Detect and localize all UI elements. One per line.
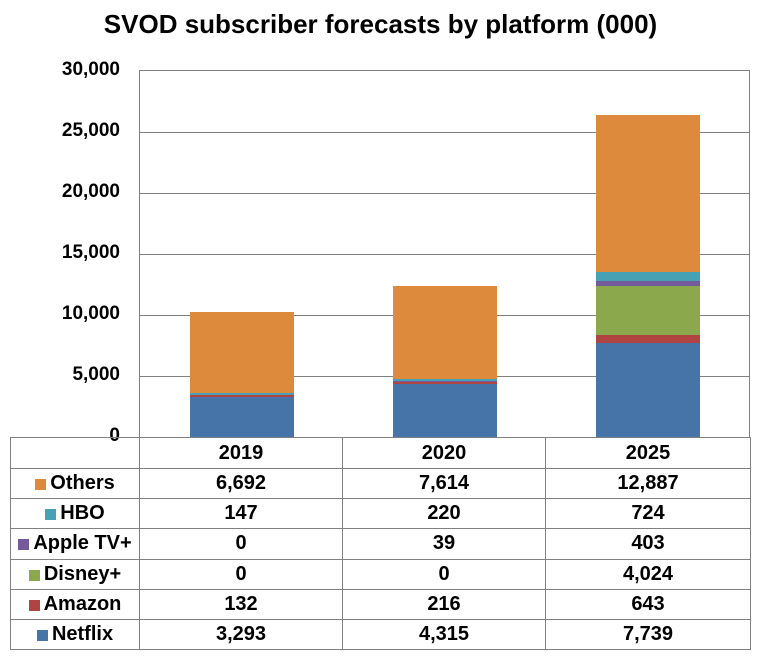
gridline — [140, 132, 749, 133]
year-header-cell: 2025 — [545, 436, 751, 470]
stacked-bar-2025 — [596, 71, 700, 437]
table-row: Amazon 132 216 643 — [10, 588, 751, 620]
bar-segment-netflix — [190, 397, 294, 437]
row-label-cell: Apple TV+ — [10, 528, 140, 560]
value-cell: 132 — [139, 588, 343, 620]
value-cell: 147 — [139, 498, 343, 530]
legend-swatch-icon — [28, 599, 40, 611]
value-cell: 0 — [139, 558, 343, 590]
bar-segment-apple-tv- — [596, 281, 700, 286]
table-corner-cell — [10, 436, 140, 470]
y-axis-tick-label: 30,000 — [61, 59, 120, 80]
data-table-wrap: 2019 2020 2025 Others 6,692 7,614 12,887 HBO 147… — [10, 436, 751, 651]
value-cell: 7,614 — [342, 468, 546, 500]
legend-swatch-icon — [45, 509, 57, 521]
data-table: 2019 2020 2025 Others 6,692 7,614 12,887 HBO 147… — [10, 436, 751, 651]
stacked-bar-2019 — [190, 71, 294, 437]
table-row: Others 6,692 7,614 12,887 — [10, 468, 751, 500]
chart-title: SVOD subscriber forecasts by platform (0… — [103, 9, 658, 39]
y-axis-tick-label: 10,000 — [61, 303, 120, 324]
bar-segment-disney- — [596, 286, 700, 335]
legend-swatch-icon — [36, 629, 48, 641]
value-cell: 0 — [139, 528, 343, 560]
table-row: Apple TV+ 0 39 403 — [10, 528, 751, 560]
table-row: Netflix 3,293 4,315 7,739 — [10, 618, 751, 651]
value-cell: 643 — [545, 588, 751, 620]
value-cell: 216 — [342, 588, 546, 620]
legend-swatch-icon — [28, 569, 40, 581]
bar-segment-hbo — [393, 379, 497, 381]
row-label-cell: HBO — [10, 498, 140, 530]
bar-segment-others — [190, 312, 294, 393]
bar-segment-amazon — [190, 395, 294, 397]
value-cell: 39 — [342, 528, 546, 560]
value-cell: 12,887 — [545, 468, 751, 500]
y-axis-tick-label: 25,000 — [61, 120, 120, 141]
row-label-cell: Others — [10, 468, 140, 500]
value-cell: 4,315 — [342, 618, 546, 651]
gridline — [140, 193, 749, 194]
y-axis-tick-label: 0 — [109, 425, 120, 446]
platform-label: Amazon — [43, 592, 122, 615]
bar-segment-others — [393, 286, 497, 379]
value-cell: 6,692 — [139, 468, 343, 500]
y-axis-tick-label: 15,000 — [61, 242, 120, 263]
row-label-cell: Disney+ — [10, 558, 140, 590]
bar-segment-hbo — [596, 272, 700, 281]
value-cell: 403 — [545, 528, 751, 560]
stacked-bar-2020 — [393, 71, 497, 437]
value-cell: 4,024 — [545, 558, 751, 590]
value-cell: 7,739 — [545, 618, 751, 651]
value-cell: 3,293 — [139, 618, 343, 651]
platform-label: Netflix — [51, 622, 114, 645]
bar-segment-apple-tv- — [393, 381, 497, 382]
year-header-cell: 2019 — [139, 436, 343, 470]
bar-segment-amazon — [596, 335, 700, 343]
gridline — [140, 254, 749, 255]
legend-swatch-icon — [35, 479, 47, 491]
platform-label: Others — [50, 472, 115, 495]
value-cell: 724 — [545, 498, 751, 530]
chart-plot-area — [139, 70, 750, 438]
year-header-cell: 2020 — [342, 436, 546, 470]
value-cell: 220 — [342, 498, 546, 530]
bar-segment-netflix — [393, 384, 497, 437]
row-label-cell: Amazon — [10, 588, 140, 620]
platform-label: Apple TV+ — [33, 532, 132, 555]
bar-segment-others — [596, 115, 700, 272]
y-axis-tick-label: 5,000 — [72, 364, 120, 385]
table-row: HBO 147 220 724 — [10, 498, 751, 530]
value-cell: 0 — [342, 558, 546, 590]
table-row: Disney+ 0 0 4,024 — [10, 558, 751, 590]
bar-segment-amazon — [393, 382, 497, 384]
platform-label: HBO — [60, 502, 105, 525]
bar-segment-netflix — [596, 343, 700, 437]
row-label-cell: Netflix — [10, 618, 140, 651]
platform-label: Disney+ — [43, 562, 122, 585]
y-axis-tick-label: 20,000 — [61, 181, 120, 202]
bar-segment-hbo — [190, 393, 294, 395]
legend-swatch-icon — [18, 539, 30, 551]
